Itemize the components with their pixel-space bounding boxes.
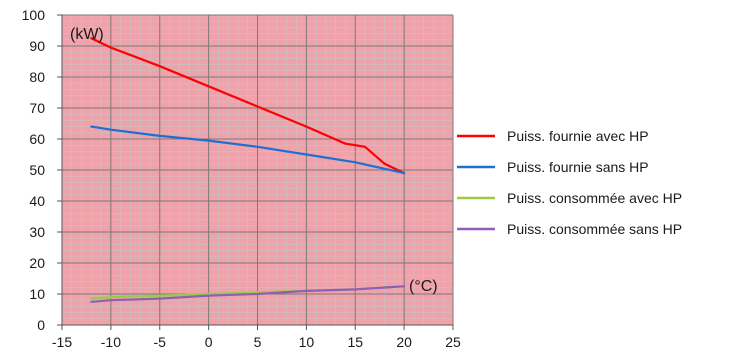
x-tick-label: -5 <box>154 334 167 350</box>
y-tick-label: 10 <box>29 286 45 302</box>
axes <box>57 14 454 330</box>
tick-labels: -15 -10 -5 0 5 10 15 20 25 0 10 20 30 40 50 60 70 80 90 100 <box>22 7 461 350</box>
grid <box>61 14 454 326</box>
legend-entry-1: Puiss. fournie avec HP <box>507 128 649 144</box>
x-tick-label: 20 <box>396 334 412 350</box>
x-tick-label: 25 <box>445 334 461 350</box>
legend-entry-4: Puiss. consommée sans HP <box>507 221 682 237</box>
legend: Puiss. fournie avec HP Puiss. fournie san… <box>457 128 682 237</box>
y-tick-label: 90 <box>29 38 45 54</box>
x-tick-label: -10 <box>101 334 121 350</box>
y-tick-label: 40 <box>29 193 45 209</box>
y-tick-label: 0 <box>37 317 45 333</box>
y-tick-label: 60 <box>29 131 45 147</box>
y-tick-label: 100 <box>22 7 46 23</box>
y-tick-label: 70 <box>29 100 45 116</box>
series-line-2 <box>90 125 406 175</box>
series-line-1 <box>90 37 406 175</box>
x-tick-label: -15 <box>52 334 72 350</box>
series-layer <box>90 37 406 303</box>
series-line-4 <box>90 285 406 303</box>
y-tick-label: 50 <box>29 162 45 178</box>
y-tick-label: 20 <box>29 255 45 271</box>
x-tick-label: 15 <box>347 334 363 350</box>
y-tick-label: 30 <box>29 224 45 240</box>
legend-entry-2: Puiss. fournie sans HP <box>507 159 649 175</box>
x-tick-label: 5 <box>254 334 262 350</box>
x-axis-unit-label: (°C) <box>409 278 438 295</box>
y-tick-label: 80 <box>29 69 45 85</box>
legend-entry-3: Puiss. consommée avec HP <box>507 190 682 206</box>
y-axis-unit-label: (kW) <box>70 26 104 43</box>
x-tick-label: 0 <box>205 334 213 350</box>
x-tick-label: 10 <box>299 334 315 350</box>
